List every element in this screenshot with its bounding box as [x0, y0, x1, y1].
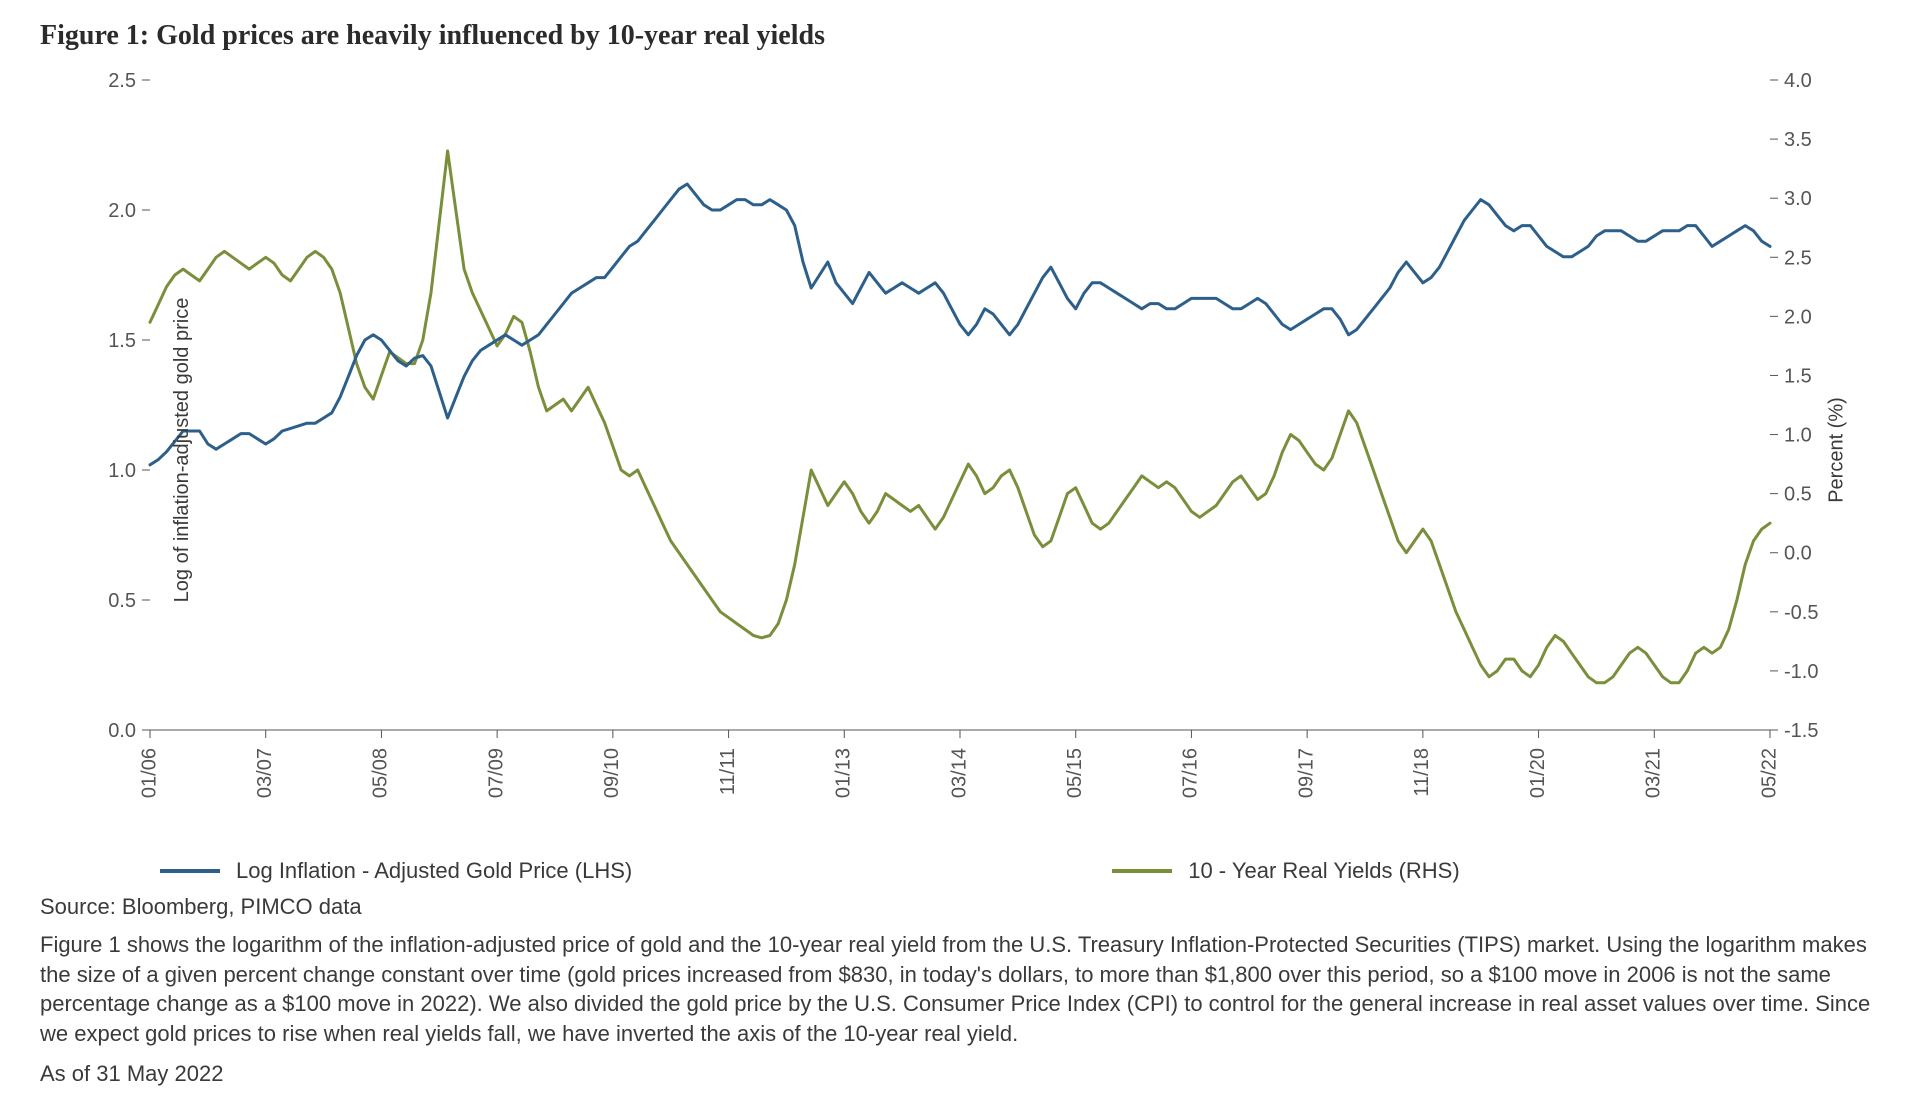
- svg-text:0.5: 0.5: [108, 590, 136, 612]
- svg-text:01/20: 01/20: [1527, 748, 1549, 798]
- legend-item-yields: 10 - Year Real Yields (RHS): [1112, 858, 1459, 884]
- svg-text:07/09: 07/09: [485, 748, 507, 798]
- svg-text:11/11: 11/11: [717, 748, 739, 795]
- svg-text:2.0: 2.0: [108, 200, 136, 222]
- svg-text:3.5: 3.5: [1784, 129, 1812, 151]
- svg-text:0.0: 0.0: [1784, 543, 1812, 565]
- line-chart: 0.0 0.5 1.0 1.5 2.0 2.5 -1.5 -1.0 -0.5 0.0 0.5 1.0 1…: [40, 60, 1880, 840]
- chart-area: Log of inflation-adjusted gold price Per…: [40, 60, 1880, 840]
- svg-text:07/16: 07/16: [1180, 748, 1202, 798]
- svg-text:3.0: 3.0: [1784, 188, 1812, 210]
- svg-text:2.0: 2.0: [1784, 306, 1812, 328]
- svg-text:03/07: 03/07: [254, 748, 276, 798]
- y-axis-right-label: Percent (%): [1826, 397, 1849, 503]
- svg-text:1.5: 1.5: [108, 330, 136, 352]
- svg-text:09/17: 09/17: [1295, 748, 1317, 798]
- svg-text:2.5: 2.5: [1784, 247, 1812, 269]
- legend-swatch-gold: [160, 869, 220, 873]
- svg-text:05/08: 05/08: [370, 748, 392, 798]
- svg-text:05/15: 05/15: [1064, 748, 1086, 798]
- legend-item-gold: Log Inflation - Adjusted Gold Price (LHS…: [160, 858, 632, 884]
- svg-text:4.0: 4.0: [1784, 70, 1812, 92]
- figure-description: Figure 1 shows the logarithm of the infl…: [40, 930, 1880, 1049]
- svg-text:1.0: 1.0: [108, 460, 136, 482]
- svg-text:01/06: 01/06: [138, 748, 160, 798]
- legend-label-yields: 10 - Year Real Yields (RHS): [1188, 858, 1459, 884]
- svg-text:-0.5: -0.5: [1784, 602, 1818, 624]
- svg-text:1.0: 1.0: [1784, 425, 1812, 447]
- legend-swatch-yields: [1112, 869, 1172, 873]
- legend-label-gold: Log Inflation - Adjusted Gold Price (LHS…: [236, 858, 632, 884]
- svg-text:01/13: 01/13: [833, 748, 855, 798]
- svg-text:1.5: 1.5: [1784, 365, 1812, 387]
- svg-text:-1.0: -1.0: [1784, 661, 1818, 683]
- svg-text:03/21: 03/21: [1643, 748, 1665, 798]
- svg-text:-1.5: -1.5: [1784, 720, 1818, 742]
- source-line: Source: Bloomberg, PIMCO data: [40, 894, 1880, 920]
- y-axis-left-label: Log of inflation-adjusted gold price: [171, 298, 194, 603]
- svg-text:11/18: 11/18: [1411, 748, 1433, 797]
- figure-title: Figure 1: Gold prices are heavily influe…: [40, 20, 1880, 52]
- svg-text:03/14: 03/14: [948, 748, 970, 798]
- svg-text:2.5: 2.5: [108, 70, 136, 92]
- svg-text:09/10: 09/10: [601, 748, 623, 798]
- svg-text:0.5: 0.5: [1784, 484, 1812, 506]
- svg-text:05/22: 05/22: [1758, 748, 1780, 798]
- svg-text:0.0: 0.0: [108, 720, 136, 742]
- legend: Log Inflation - Adjusted Gold Price (LHS…: [160, 858, 1880, 884]
- as-of-line: As of 31 May 2022: [40, 1061, 1880, 1087]
